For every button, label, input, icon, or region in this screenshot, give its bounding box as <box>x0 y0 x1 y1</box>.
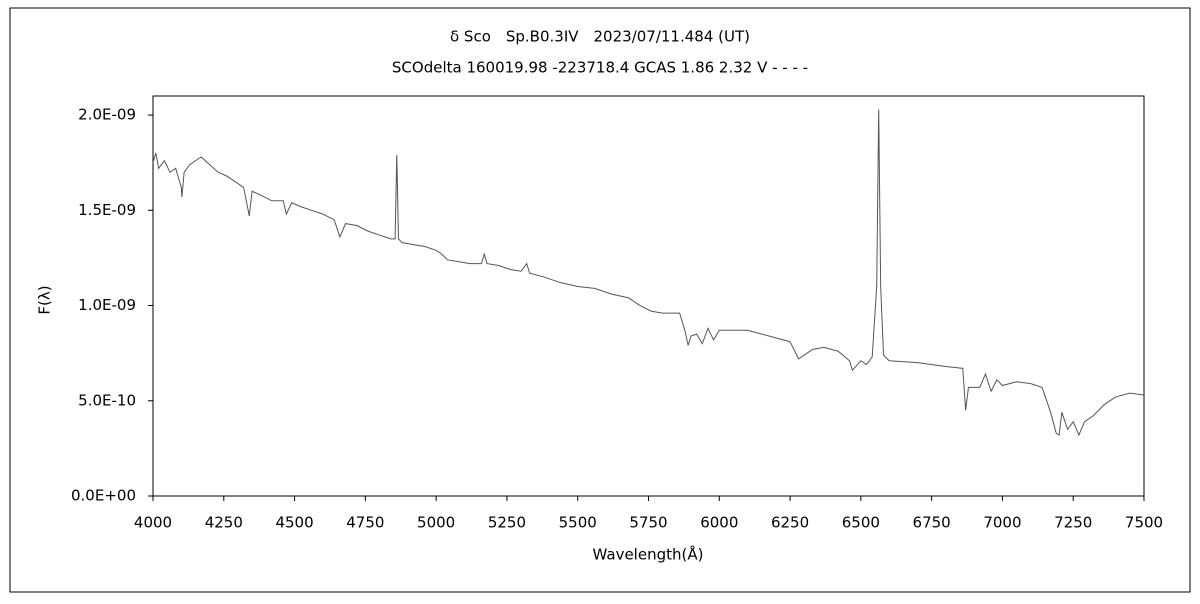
y-tick-label: 2.0E-09 <box>78 106 136 124</box>
y-tick-label: 5.0E-10 <box>78 391 136 409</box>
y-tick-label: 1.0E-09 <box>78 296 136 314</box>
y-tick-label: 0.0E+00 <box>71 487 136 505</box>
chart-title: δ Sco Sp.B0.3IV 2023/07/11.484 (UT) <box>450 28 750 46</box>
y-axis-label: F(λ) <box>36 285 54 314</box>
x-tick-label: 7000 <box>983 514 1021 532</box>
x-tick-label: 6750 <box>913 514 951 532</box>
x-tick-label: 5500 <box>559 514 597 532</box>
x-tick-label: 5000 <box>417 514 455 532</box>
x-tick-label: 4000 <box>134 514 172 532</box>
x-tick-label: 4250 <box>205 514 243 532</box>
x-tick-label: 5250 <box>488 514 526 532</box>
y-tick-label: 1.5E-09 <box>78 201 136 219</box>
x-tick-label: 6000 <box>700 514 738 532</box>
x-tick-label: 7250 <box>1054 514 1092 532</box>
x-tick-label: 6500 <box>842 514 880 532</box>
x-tick-label: 7500 <box>1125 514 1163 532</box>
chart-subtitle: SCOdelta 160019.98 -223718.4 GCAS 1.86 2… <box>392 59 808 77</box>
spectrum-line <box>152 109 1145 437</box>
x-axis-label: Wavelength(Å) <box>593 545 704 564</box>
x-tick-label: 4500 <box>275 514 313 532</box>
x-tick-label: 6250 <box>771 514 809 532</box>
frame <box>9 7 1191 593</box>
x-tick-label: 4750 <box>346 514 384 532</box>
x-tick-label: 5750 <box>629 514 667 532</box>
